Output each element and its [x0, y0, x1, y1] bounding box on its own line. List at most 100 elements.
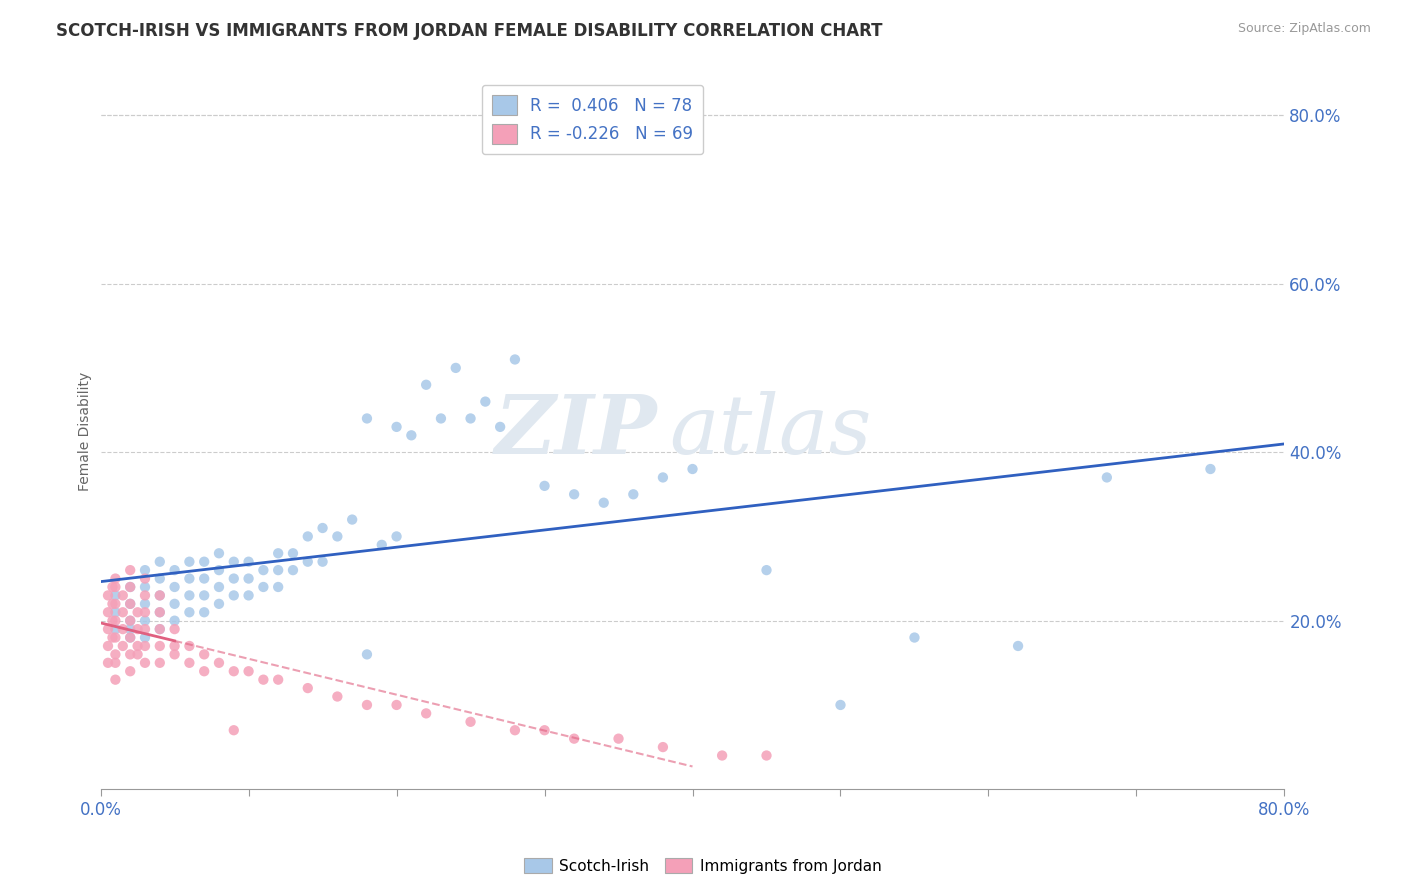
Point	[127, 648, 149, 662]
Point	[120, 631, 142, 645]
Point	[101, 614, 124, 628]
Point	[134, 656, 156, 670]
Point	[179, 605, 201, 619]
Point	[238, 588, 260, 602]
Point	[134, 580, 156, 594]
Point	[533, 723, 555, 738]
Point	[163, 597, 186, 611]
Point	[111, 588, 134, 602]
Point	[149, 588, 172, 602]
Point	[179, 588, 201, 602]
Point	[222, 723, 245, 738]
Point	[460, 411, 482, 425]
Point	[149, 639, 172, 653]
Point	[267, 580, 290, 594]
Point	[149, 605, 172, 619]
Point	[755, 748, 778, 763]
Point	[104, 597, 127, 611]
Point	[104, 572, 127, 586]
Point	[562, 731, 585, 746]
Point	[326, 690, 349, 704]
Point	[163, 563, 186, 577]
Point	[163, 639, 186, 653]
Point	[281, 546, 304, 560]
Point	[711, 748, 734, 763]
Point	[238, 555, 260, 569]
Point	[193, 665, 215, 679]
Point	[101, 580, 124, 594]
Point	[592, 496, 614, 510]
Point	[444, 360, 467, 375]
Point	[371, 538, 394, 552]
Point	[134, 588, 156, 602]
Point	[149, 555, 172, 569]
Point	[252, 563, 274, 577]
Point	[104, 673, 127, 687]
Point	[127, 622, 149, 636]
Point	[297, 529, 319, 543]
Point	[385, 420, 408, 434]
Point	[120, 648, 142, 662]
Point	[134, 597, 156, 611]
Text: ZIP: ZIP	[495, 391, 657, 471]
Point	[252, 580, 274, 594]
Point	[208, 656, 231, 670]
Point	[179, 555, 201, 569]
Point	[651, 470, 673, 484]
Point	[311, 555, 333, 569]
Point	[208, 563, 231, 577]
Point	[97, 622, 120, 636]
Point	[104, 588, 127, 602]
Point	[356, 648, 378, 662]
Point	[120, 614, 142, 628]
Point	[104, 622, 127, 636]
Point	[104, 631, 127, 645]
Point	[651, 740, 673, 755]
Point	[193, 648, 215, 662]
Point	[830, 698, 852, 712]
Point	[149, 622, 172, 636]
Point	[193, 572, 215, 586]
Point	[903, 631, 925, 645]
Point	[208, 546, 231, 560]
Point	[134, 631, 156, 645]
Point	[97, 605, 120, 619]
Point	[401, 428, 423, 442]
Point	[104, 656, 127, 670]
Point	[120, 597, 142, 611]
Point	[533, 479, 555, 493]
Point	[356, 698, 378, 712]
Point	[120, 580, 142, 594]
Point	[222, 665, 245, 679]
Point	[326, 529, 349, 543]
Point	[104, 580, 127, 594]
Point	[503, 352, 526, 367]
Point	[755, 563, 778, 577]
Point	[460, 714, 482, 729]
Point	[149, 605, 172, 619]
Point	[415, 706, 437, 721]
Point	[1199, 462, 1222, 476]
Point	[208, 580, 231, 594]
Point	[127, 639, 149, 653]
Legend: R =  0.406   N = 78, R = -0.226   N = 69: R = 0.406 N = 78, R = -0.226 N = 69	[482, 85, 703, 154]
Point	[163, 580, 186, 594]
Point	[134, 622, 156, 636]
Point	[163, 614, 186, 628]
Point	[120, 614, 142, 628]
Point	[281, 563, 304, 577]
Point	[104, 605, 127, 619]
Y-axis label: Female Disability: Female Disability	[79, 371, 93, 491]
Point	[267, 546, 290, 560]
Point	[340, 512, 363, 526]
Point	[252, 673, 274, 687]
Point	[607, 731, 630, 746]
Point	[489, 420, 512, 434]
Point	[311, 521, 333, 535]
Point	[222, 572, 245, 586]
Point	[356, 411, 378, 425]
Point	[385, 529, 408, 543]
Point	[101, 631, 124, 645]
Point	[134, 614, 156, 628]
Point	[267, 563, 290, 577]
